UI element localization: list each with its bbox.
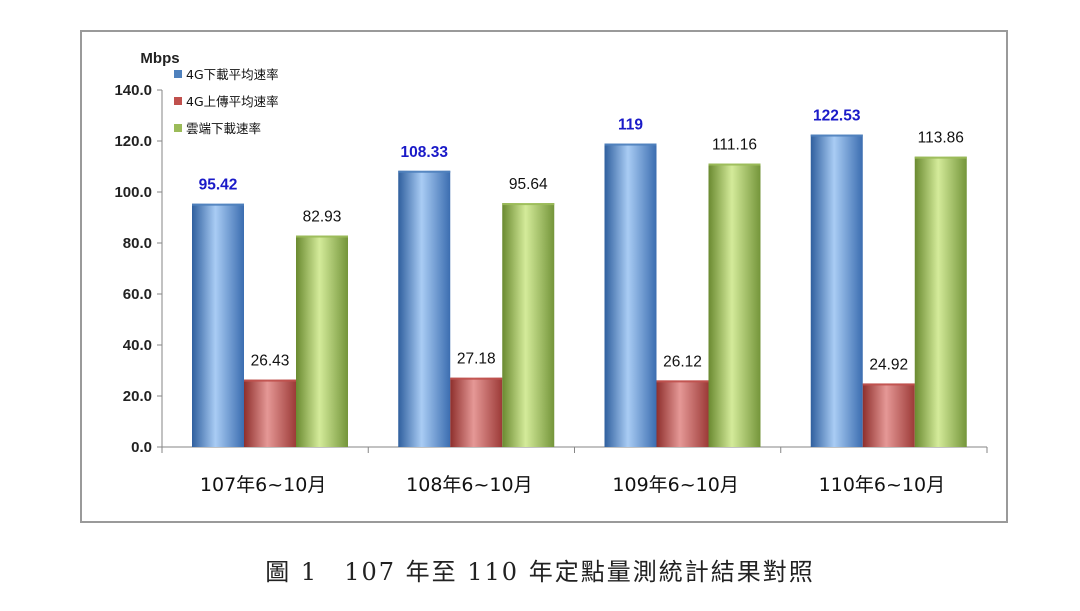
data-label: 122.53 — [813, 108, 861, 125]
download-bar-top — [398, 170, 451, 173]
y-tick-label: 40.0 — [123, 337, 152, 354]
cloud-download-bar-top — [296, 235, 348, 238]
upload-bar-top — [656, 380, 709, 383]
download-bar-top — [604, 143, 657, 146]
x-category-label: 109年6~10月 — [612, 474, 738, 496]
y-tick-label: 0.0 — [131, 439, 152, 456]
data-label: 27.18 — [457, 351, 496, 368]
legend-swatch — [174, 70, 182, 78]
download-bar-top — [810, 134, 863, 137]
data-label: 113.86 — [918, 130, 964, 147]
y-tick-label: 140.0 — [114, 82, 152, 99]
cloud-download-bar — [914, 156, 967, 448]
y-tick-label: 80.0 — [123, 235, 152, 252]
legend-entry-label: 4G上傳平均速率 — [186, 94, 279, 109]
download-bar — [604, 143, 657, 448]
download-bar — [398, 170, 451, 448]
upload-bar-top — [862, 383, 915, 386]
upload-bar-top — [450, 377, 503, 380]
upload-bar — [656, 380, 709, 447]
data-label: 108.33 — [401, 144, 449, 161]
upload-bar — [450, 377, 503, 447]
y-tick-label: 20.0 — [123, 388, 152, 405]
data-label: 95.64 — [509, 176, 548, 193]
upload-bar-top — [244, 379, 296, 382]
legend-entry-label: 雲端下載速率 — [186, 121, 261, 136]
legend-entry-label: 4G下載平均速率 — [186, 67, 279, 82]
cloud-download-bar-top — [502, 203, 555, 206]
upload-bar — [244, 379, 296, 447]
data-label: 82.93 — [303, 209, 342, 226]
legend-swatch — [174, 124, 182, 132]
data-label: 95.42 — [199, 177, 238, 194]
data-label: 26.43 — [251, 353, 290, 370]
x-category-label: 110年6~10月 — [819, 474, 945, 496]
data-label: 26.12 — [663, 353, 702, 370]
x-category-label: 107年6~10月 — [200, 474, 326, 496]
bar-chart: 0.0 20.0 40.0 60.0 80.0 100.0 120.0 140.0 Mbps 10… — [114, 50, 988, 496]
data-label: 111.16 — [712, 137, 757, 154]
download-bar-top — [192, 203, 244, 206]
y-tick-label: 120.0 — [114, 133, 152, 150]
cloud-download-bar-top — [914, 156, 967, 159]
cloud-download-bar — [296, 235, 348, 447]
y-axis-unit-label: Mbps — [140, 50, 179, 67]
upload-bar — [862, 383, 915, 447]
data-label: 119 — [618, 117, 643, 134]
cloud-download-bar-top — [708, 163, 761, 166]
cloud-download-bar — [502, 203, 555, 447]
chart-frame: 0.0 20.0 40.0 60.0 80.0 100.0 120.0 140.0 Mbps 10… — [80, 30, 1008, 523]
download-bar — [810, 134, 863, 447]
figure-caption: 圖 1 107 年至 110 年定點量測統計結果對照 — [265, 558, 815, 586]
data-label: 24.92 — [869, 356, 908, 373]
x-category-label: 108年6~10月 — [406, 474, 532, 496]
y-tick-label: 60.0 — [123, 286, 152, 303]
download-bar — [192, 203, 244, 447]
cloud-download-bar — [708, 163, 761, 448]
y-tick-label: 100.0 — [114, 184, 152, 201]
legend-swatch — [174, 97, 182, 105]
